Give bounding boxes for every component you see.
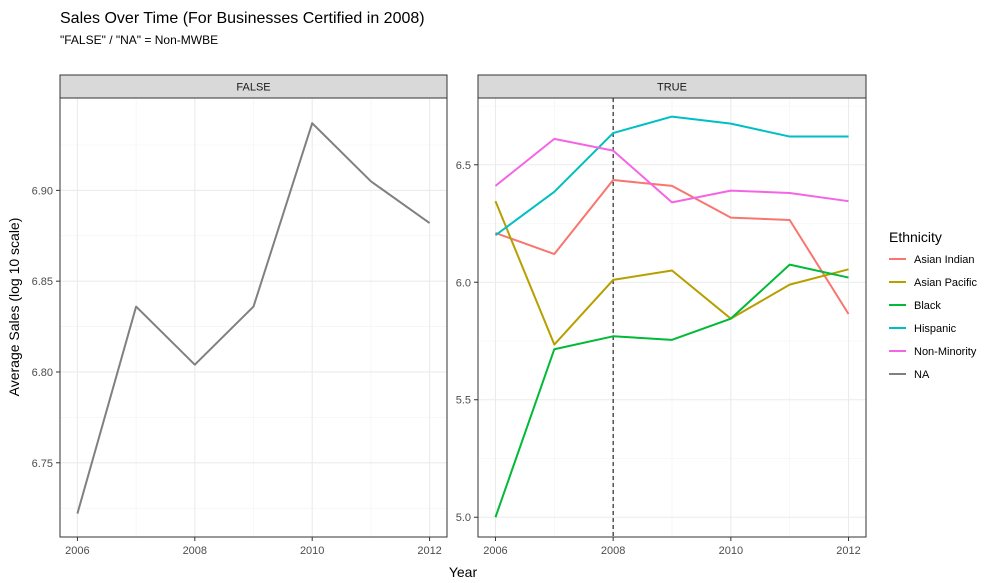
facet-strip-label: FALSE [236, 82, 270, 94]
x-tick-label: 2006 [65, 545, 89, 557]
y-tick-label: 6.75 [32, 458, 53, 470]
y-axis-title: Average Sales (log 10 scale) [6, 218, 22, 397]
x-axis-title: Year [449, 564, 478, 580]
series-line-black [494, 263, 849, 518]
y-tick-label: 6.80 [32, 367, 53, 379]
y-tick-label: 6.90 [32, 185, 53, 197]
chart-title: Sales Over Time (For Businesses Certifie… [60, 10, 425, 27]
legend-label-black: Black [914, 300, 941, 312]
facet-panels: FALSE 2006 2008 2010 2012 6.75 6.80 6.85 6.90 TRU… [32, 74, 867, 557]
x-tick-label: 2012 [836, 545, 860, 557]
legend-label-asian-pacific: Asian Pacific [914, 277, 977, 289]
legend-label-asian-indian: Asian Indian [914, 254, 975, 266]
panel-true: TRUE 2006 2008 2010 2012 5.0 5.5 6.0 6.5 [456, 74, 867, 557]
y-tick-label: 5.0 [456, 512, 471, 524]
legend-item-asian-indian: Asian Indian [889, 254, 975, 266]
panel-false: FALSE 2006 2008 2010 2012 6.75 6.80 6.85 6.90 [32, 74, 448, 557]
y-tick-label: 5.5 [456, 395, 471, 407]
facet-strip-label: TRUE [657, 82, 687, 94]
legend-item-asian-pacific: Asian Pacific [889, 277, 977, 289]
series-line-non-minority [494, 137, 849, 204]
x-tick-label: 2010 [719, 545, 743, 557]
series-line-asian-indian [495, 179, 850, 315]
legend-title: Ethnicity [889, 229, 942, 245]
legend-item-black: Black [889, 300, 941, 312]
legend-label-na: NA [914, 369, 930, 381]
panel-border [59, 97, 448, 538]
x-tick-label: 2008 [183, 545, 207, 557]
legend-label-non-minority: Non-Minority [914, 346, 977, 358]
series-line-hispanic [494, 115, 849, 237]
gridlines [60, 98, 447, 537]
gridlines [478, 98, 866, 537]
chart-subtitle: "FALSE" / "NA" = Non-MWBE [60, 33, 218, 47]
x-tick-label: 2006 [483, 545, 507, 557]
legend: Ethnicity Asian Indian Asian Pacific Black… [889, 229, 977, 381]
x-tick-label: 2012 [417, 545, 441, 557]
x-tick-label: 2010 [300, 545, 324, 557]
legend-item-na: NA [889, 369, 930, 381]
series-line-na [76, 122, 431, 514]
y-tick-label: 6.5 [456, 160, 471, 172]
legend-item-non-minority: Non-Minority [889, 346, 977, 358]
y-tick-label: 6.0 [456, 277, 471, 289]
series-line-asian-pacific [494, 200, 849, 346]
panel-border [477, 97, 867, 538]
x-tick-label: 2008 [601, 545, 625, 557]
legend-item-hispanic: Hispanic [889, 323, 957, 335]
y-tick-label: 6.85 [32, 276, 53, 288]
legend-label-hispanic: Hispanic [914, 323, 957, 335]
